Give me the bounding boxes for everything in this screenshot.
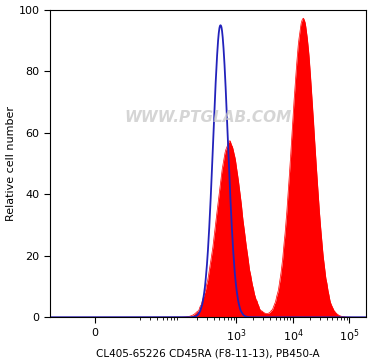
Y-axis label: Relative cell number: Relative cell number	[6, 106, 16, 221]
X-axis label: CL405-65226 CD45RA (F8-11-13), PB450-A: CL405-65226 CD45RA (F8-11-13), PB450-A	[96, 348, 320, 359]
Text: WWW.PTGLAB.COM: WWW.PTGLAB.COM	[125, 110, 292, 125]
